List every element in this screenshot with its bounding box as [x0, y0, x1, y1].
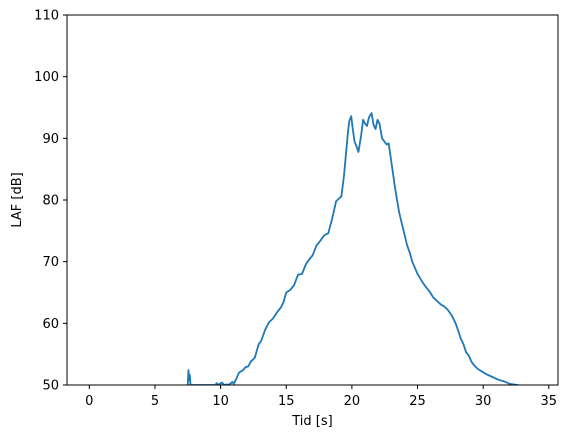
y-tick-label: 80: [42, 194, 59, 209]
x-tick-label: 15: [278, 394, 295, 409]
y-axis-label: LAF [dB]: [10, 172, 25, 227]
x-tick-label: 20: [344, 394, 361, 409]
x-tick-label: 25: [409, 394, 426, 409]
x-tick-label: 30: [475, 394, 492, 409]
y-tick-label: 90: [42, 132, 59, 147]
y-tick-label: 100: [34, 70, 59, 85]
series-layer: [186, 112, 519, 385]
x-tick-label: 5: [151, 394, 159, 409]
x-axis-label: Tid [s]: [291, 414, 332, 429]
y-axis: 50 60 70 80 90 100 110: [34, 9, 67, 394]
x-tick-label: 35: [541, 394, 558, 409]
y-tick-label: 50: [42, 379, 59, 394]
series-line-0: [186, 112, 519, 385]
y-tick-label: 110: [34, 9, 59, 24]
x-tick-label: 0: [85, 394, 93, 409]
y-tick-label: 70: [42, 255, 59, 270]
x-axis: 0 5 10 15 20 25 30 35: [85, 385, 557, 409]
x-tick-label: 10: [212, 394, 229, 409]
y-tick-label: 60: [42, 317, 59, 332]
